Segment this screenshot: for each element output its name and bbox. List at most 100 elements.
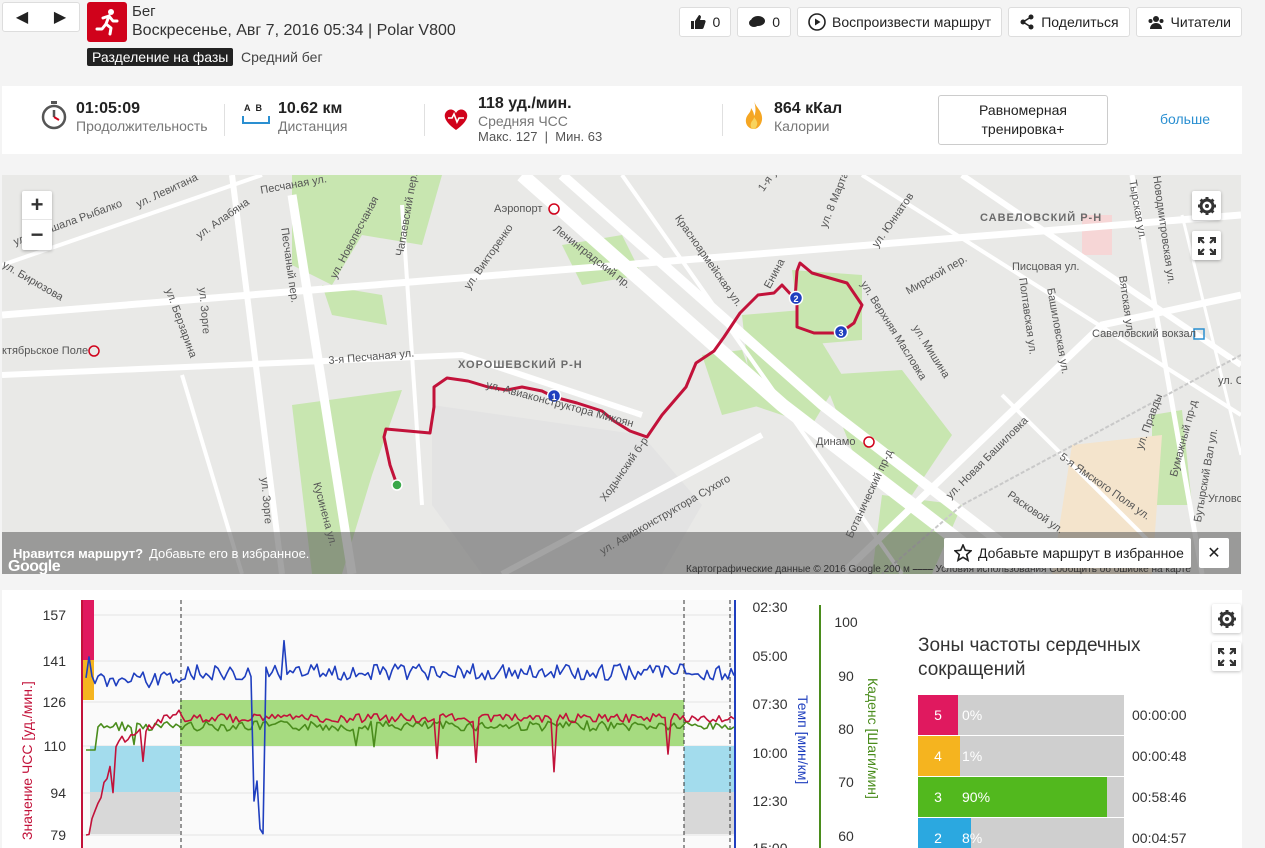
zone-percent: 90%	[962, 789, 991, 805]
street-label: Писцовая ул.	[1012, 261, 1080, 273]
followers-button[interactable]: Читатели	[1135, 7, 1242, 37]
prev-next-nav: ◀ ▶	[2, 2, 80, 32]
more-link[interactable]: больше	[1160, 111, 1210, 127]
fullscreen-icon	[1217, 647, 1236, 666]
like-button[interactable]: 0	[679, 7, 732, 37]
play-icon	[808, 13, 826, 31]
cadence-tick-label: 90	[838, 668, 854, 684]
comments-button[interactable]: 0	[737, 7, 792, 37]
zone-time: 00:04:57	[1132, 830, 1187, 846]
metro-label: ктябрьское Поле	[2, 345, 89, 357]
phase-tag[interactable]: Разделение на фазы	[87, 48, 234, 66]
top-actions: 0 0 Воспроизвести маршрут Поделиться Чит…	[679, 7, 1242, 37]
hr-axis-label: Значение ЧСС [уд./мин.]	[19, 681, 35, 840]
pace-tick-label: 10:00	[752, 745, 787, 761]
divider	[224, 104, 225, 136]
zone-percent: 0%	[962, 707, 983, 723]
hr-min-max: Макс. 127 | Мин. 63	[478, 129, 603, 144]
zone-bar: 1%	[958, 736, 1124, 776]
map-settings-button[interactable]	[1192, 191, 1221, 220]
zone-bar: 0%	[958, 695, 1124, 735]
next-button[interactable]: ▶	[41, 3, 79, 31]
heart-rate-series	[85, 709, 735, 836]
favorite-question: Нравится маршрут? Добавьте его в избранно…	[13, 546, 310, 561]
route-marker-1[interactable]: 1	[551, 392, 556, 402]
metro-label: Динамо	[816, 436, 856, 448]
hr-zone-row: 3 90% 00:58:46	[918, 777, 1248, 817]
people-icon	[1148, 16, 1164, 29]
divider	[424, 104, 425, 136]
metro-label: Савеловский вокзал	[1092, 328, 1197, 340]
hr-label: Средняя ЧСС	[478, 113, 568, 129]
zone-number: 4	[918, 736, 958, 776]
hr-tick-label: 126	[43, 694, 67, 710]
gear-icon	[1217, 609, 1236, 628]
calories-stat: 864 кКал Калории	[742, 100, 842, 134]
summary-bar: 01:05:09 Продолжительность А В 10.62 км …	[2, 86, 1242, 154]
zone-number: 3	[918, 777, 958, 817]
duration-stat: 01:05:09 Продолжительность	[40, 100, 208, 134]
zone-time: 00:58:46	[1132, 789, 1187, 805]
zone-bar: 8%	[958, 818, 1124, 848]
zone-bar-fill	[958, 818, 972, 848]
google-logo: Google	[8, 558, 61, 574]
zoom-in-button[interactable]: +	[22, 191, 52, 220]
favorite-banner: Нравится маршрут? Добавьте его в избранно…	[2, 532, 1241, 574]
hr-zone-row: 5 0% 00:00:00	[918, 695, 1248, 735]
district-label: ХОРОШЕВСКИЙ Р-Н	[458, 359, 583, 371]
close-banner-button[interactable]: ✕	[1199, 538, 1229, 568]
hr-tick-label: 157	[43, 607, 67, 623]
replay-route-button[interactable]: Воспроизвести маршрут	[797, 7, 1003, 37]
zone-bar: 90%	[958, 777, 1124, 817]
hr-zones-title: Зоны частоты сердечных сокращений	[918, 635, 1141, 680]
distance-label: Дистанция	[278, 118, 348, 134]
calories-value: 864 кКал	[774, 100, 843, 117]
training-benefit-button[interactable]: Равномерная тренировка+	[938, 95, 1108, 145]
cadence-axis-label: Каденс [Шаги/мин]	[865, 678, 881, 799]
map-fullscreen-button[interactable]	[1192, 231, 1221, 260]
zone-time: 00:00:48	[1132, 748, 1187, 764]
comment-icon	[749, 16, 766, 27]
pace-tick-label: 02:30	[752, 599, 787, 615]
activity-subtitle: Воскресенье, Авг 7, 2016 05:34 | Polar V…	[132, 22, 456, 39]
zone-percent: 1%	[962, 748, 983, 764]
cadence-tick-label: 60	[838, 828, 854, 844]
thumbs-up-icon	[691, 15, 707, 29]
pace-tick-label: 12:30	[752, 793, 787, 809]
prev-button[interactable]: ◀	[3, 3, 41, 31]
zoom-control: + −	[22, 191, 52, 250]
pace-tick-label: 05:00	[752, 648, 787, 664]
share-button[interactable]: Поделиться	[1008, 7, 1130, 37]
metro-label: Аэропорт	[494, 203, 543, 215]
flame-icon	[745, 101, 763, 129]
duration-value: 01:05:09	[76, 100, 141, 117]
route-map[interactable]: 1 2 3 ХОРОШЕВСКИЙ Р-Н САВЕЛОВСКИЙ Р-Н ул…	[2, 175, 1241, 574]
chart-fullscreen-button[interactable]	[1212, 642, 1241, 671]
street-label: Угловой пер.	[1208, 493, 1241, 505]
activity-title: Бег	[132, 3, 156, 20]
stopwatch-icon	[41, 101, 67, 130]
cadence-tick-label: 80	[838, 721, 854, 737]
pace-series	[85, 639, 735, 835]
map-credits: Картографические данные © 2016 Google 20…	[686, 564, 1191, 574]
add-to-favorites-button[interactable]: Добавьте маршрут в избранное	[944, 538, 1191, 568]
chart-section: 157 141 126 110 94 79 02:30 05:00 07:30 10:00 12:3…	[2, 590, 1242, 848]
phase-name: Средний бег	[241, 49, 323, 65]
chart-settings-button[interactable]	[1212, 604, 1241, 633]
zoom-out-button[interactable]: −	[30, 221, 44, 247]
cadence-tick-label: 70	[838, 774, 854, 790]
cadence-series	[86, 720, 735, 751]
route-marker-2[interactable]: 2	[793, 294, 798, 304]
route-marker-3[interactable]: 3	[838, 328, 843, 338]
calories-label: Калории	[774, 118, 830, 134]
street-label: ул. С	[1218, 375, 1241, 387]
hr-pace-cadence-chart[interactable]: 157 141 126 110 94 79 02:30 05:00 07:30 10:00 12:3…	[2, 590, 902, 848]
cadence-tick-label: 100	[834, 614, 858, 630]
distance-stat: А В 10.62 км Дистанция	[242, 100, 348, 134]
hr-tick-label: 79	[50, 827, 66, 843]
running-icon	[87, 2, 127, 42]
duration-label: Продолжительность	[76, 118, 208, 134]
hr-tick-label: 94	[50, 785, 66, 801]
comments-count: 0	[772, 14, 781, 30]
